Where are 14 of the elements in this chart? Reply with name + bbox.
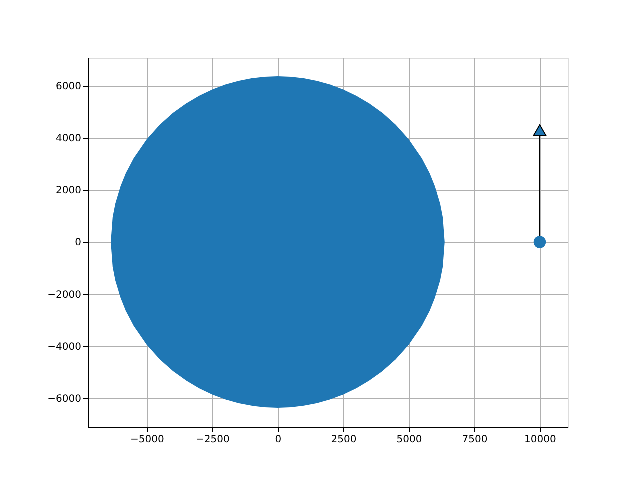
y-tick-label: −2000 bbox=[48, 290, 82, 301]
x-tick-label: −2500 bbox=[196, 434, 230, 446]
y-tick-label: 4000 bbox=[56, 134, 82, 145]
y-tick-label: 6000 bbox=[56, 82, 82, 93]
x-tick-label: −5000 bbox=[130, 434, 164, 446]
x-tick-label: 10000 bbox=[524, 434, 556, 446]
x-tick-label: 0 bbox=[275, 434, 282, 446]
y-tick-label: −4000 bbox=[48, 342, 82, 353]
x-tick-label: 7500 bbox=[462, 434, 488, 446]
y-tick-label: 0 bbox=[75, 238, 82, 249]
x-tick-label: 2500 bbox=[331, 434, 357, 446]
x-tick-label: 5000 bbox=[396, 434, 422, 446]
y-tick-label: −6000 bbox=[48, 394, 82, 405]
y-tick-label: 2000 bbox=[56, 186, 82, 197]
